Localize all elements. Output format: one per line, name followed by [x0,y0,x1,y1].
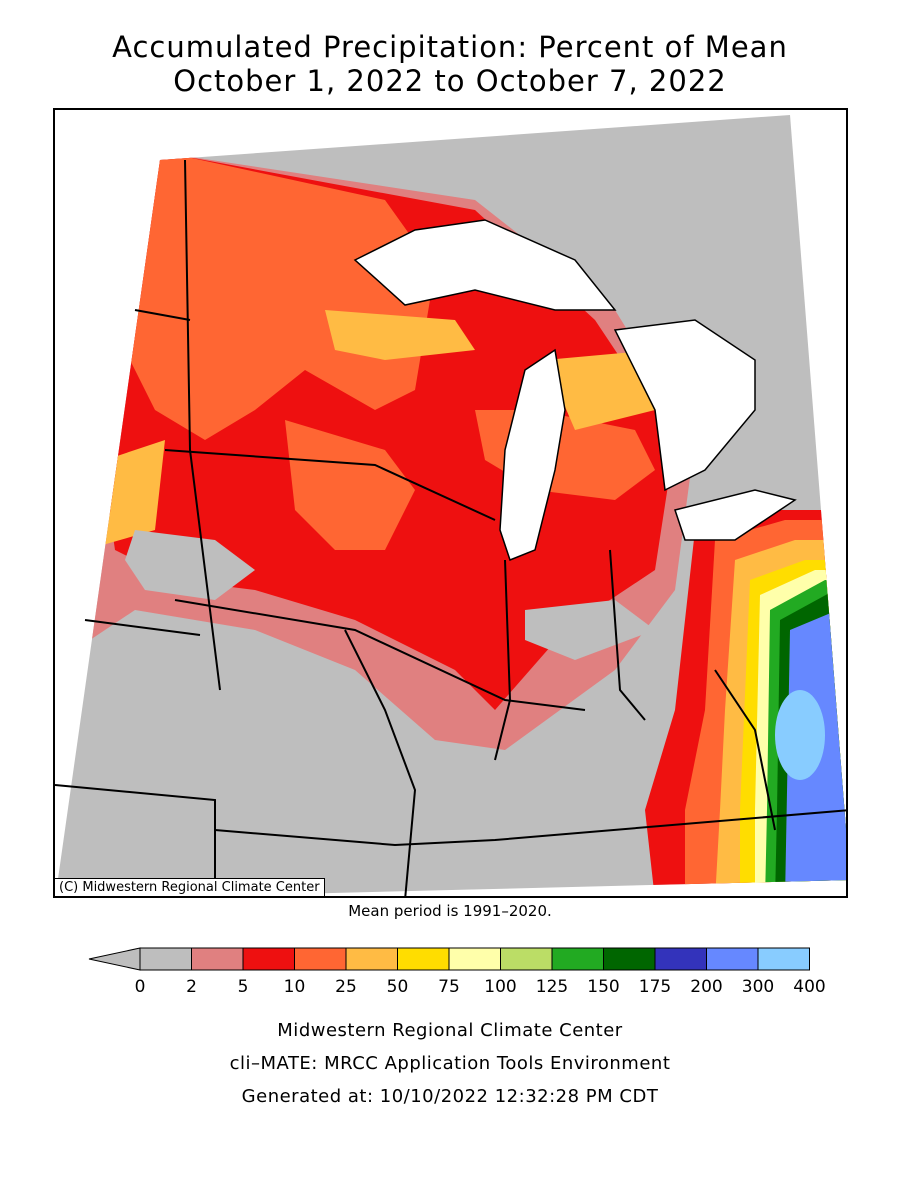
legend-swatch [294,947,347,971]
mean-period-note: Mean period is 1991–2020. [348,902,552,920]
fill-10-25-central [285,420,415,550]
legend-tick-label: 175 [638,977,672,997]
footer-generated: Generated at: 10/10/2022 12:32:28 PM CDT [241,1086,659,1107]
map-canvas [55,115,846,896]
legend-swatch [139,947,192,971]
copyright-label: (C) Midwestern Regional Climate Center [55,878,325,896]
legend-swatch [242,947,295,971]
legend-tick-label: 125 [535,977,569,997]
map-title-line2: October 1, 2022 to October 7, 2022 [173,64,727,98]
legend-tick-label: 2 [186,977,197,997]
legend-tick-label: 5 [237,977,249,997]
lake-superior [353,219,617,311]
legend-below-arrow [88,947,141,971]
color-legend [88,947,810,971]
legend-tick-label: 10 [283,977,306,997]
footer-org: Midwestern Regional Climate Center [277,1020,623,1041]
lake-huron [613,319,756,492]
legend-tick-label: 300 [741,977,775,997]
precipitation-map[interactable]: (C) Midwestern Regional Climate Center [53,108,848,898]
state-boundaries [55,159,846,896]
legend-swatch [448,947,501,971]
lake-michigan [499,348,566,561]
legend-tick-label: 25 [335,977,357,997]
fill-25-50-mi [545,350,655,430]
fill-0-2-indiana [525,600,655,660]
fill-10-25-west [115,150,435,440]
legend-tick-label: 100 [484,977,517,997]
legend-tick-label: 50 [386,977,409,997]
legend-tick-label: 75 [438,977,460,997]
fill-25-50-wi [325,310,475,360]
legend-swatch [551,947,604,971]
legend-tick-label: 0 [134,977,146,997]
footer-tool: cli–MATE: MRCC Application Tools Environ… [229,1053,671,1074]
fill-east-300-400 [775,690,825,780]
legend-tick-label: 150 [587,977,620,997]
legend-swatch [500,947,553,971]
lake-erie [674,489,797,541]
legend-swatch [603,947,656,971]
map-title-line1: Accumulated Precipitation: Percent of Me… [112,30,788,64]
legend-tick-label: 400 [793,977,826,997]
legend-tick-label: 200 [690,977,723,997]
legend-swatch [397,947,450,971]
legend-swatch [345,947,398,971]
legend-swatch [191,947,244,971]
legend-swatch [654,947,707,971]
legend-swatch [757,947,810,971]
legend-swatch [706,947,759,971]
fill-0-2-iowa [125,530,255,600]
